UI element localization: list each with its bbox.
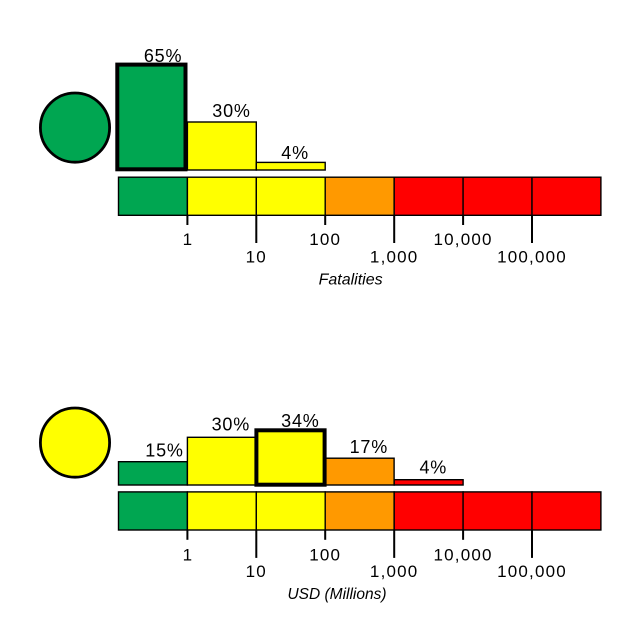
svg-text:30%: 30% (212, 414, 250, 434)
svg-text:30%: 30% (212, 101, 250, 121)
svg-text:100: 100 (309, 230, 341, 249)
svg-text:4%: 4% (281, 143, 309, 163)
svg-text:10,000: 10,000 (433, 230, 492, 249)
svg-text:10,000: 10,000 (433, 545, 492, 564)
svg-text:10: 10 (246, 247, 267, 266)
svg-text:4%: 4% (419, 458, 447, 478)
svg-text:100,000: 100,000 (497, 562, 567, 581)
svg-text:34%: 34% (281, 411, 319, 431)
svg-text:1: 1 (183, 230, 192, 249)
svg-text:1,000: 1,000 (370, 562, 419, 581)
svg-text:100,000: 100,000 (497, 247, 567, 266)
svg-text:1,000: 1,000 (370, 247, 419, 266)
svg-text:USD (Millions): USD (Millions) (287, 586, 386, 603)
svg-text:100: 100 (309, 545, 341, 564)
svg-text:15%: 15% (145, 441, 183, 461)
svg-text:10: 10 (246, 562, 267, 581)
svg-text:65%: 65% (144, 46, 182, 66)
svg-text:Fatalities: Fatalities (319, 272, 383, 289)
svg-text:1: 1 (183, 545, 192, 564)
svg-text:17%: 17% (350, 437, 388, 457)
